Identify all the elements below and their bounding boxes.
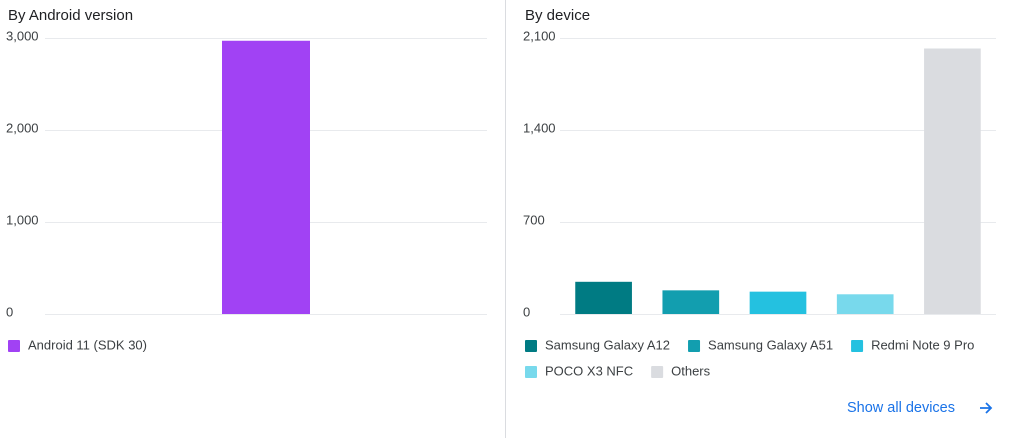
bar	[749, 291, 807, 314]
legend-label: Others	[671, 363, 711, 378]
legend-item: POCO X3 NFC	[525, 363, 633, 378]
legend-swatch	[651, 366, 664, 378]
y-tick-label: 0	[523, 304, 530, 319]
y-tick-label: 700	[523, 212, 545, 227]
y-tick-label: 2,000	[6, 120, 39, 135]
legend-swatch	[525, 340, 537, 352]
legend-label: Samsung Galaxy A51	[708, 337, 833, 352]
link-text[interactable]: Show all devices	[847, 400, 955, 416]
legend-label: Android 11 (SDK 30)	[28, 337, 147, 352]
legend-label: Samsung Galaxy A12	[545, 337, 670, 352]
bar	[836, 294, 894, 314]
legend-item: Others	[651, 363, 711, 378]
y-tick-label: 1,000	[6, 212, 39, 227]
legend-item: Samsung Galaxy A12	[525, 337, 670, 352]
legend-item: Android 11 (SDK 30)	[8, 337, 147, 352]
y-tick-label: 2,100	[523, 28, 556, 43]
legend-swatch	[525, 366, 537, 378]
legend-label: Redmi Note 9 Pro	[871, 337, 974, 352]
legend-swatch	[688, 340, 701, 352]
bar	[575, 281, 632, 314]
arrow-icon[interactable]	[980, 402, 993, 414]
chart-title: By Android version	[8, 7, 133, 24]
legend-item: Redmi Note 9 Pro	[851, 337, 974, 352]
legend-swatch	[851, 340, 864, 352]
y-tick-label: 0	[6, 304, 13, 319]
chart-title: By device	[525, 7, 590, 24]
bar	[662, 290, 720, 314]
bar	[222, 40, 310, 314]
show-all-link[interactable]: Show all devices	[847, 400, 993, 416]
legend-item: Samsung Galaxy A51	[688, 337, 833, 352]
y-tick-label: 3,000	[6, 28, 39, 43]
y-tick-label: 1,400	[523, 120, 556, 135]
legend-swatch	[8, 340, 20, 352]
bar	[924, 48, 981, 315]
legend-label: POCO X3 NFC	[545, 363, 633, 378]
